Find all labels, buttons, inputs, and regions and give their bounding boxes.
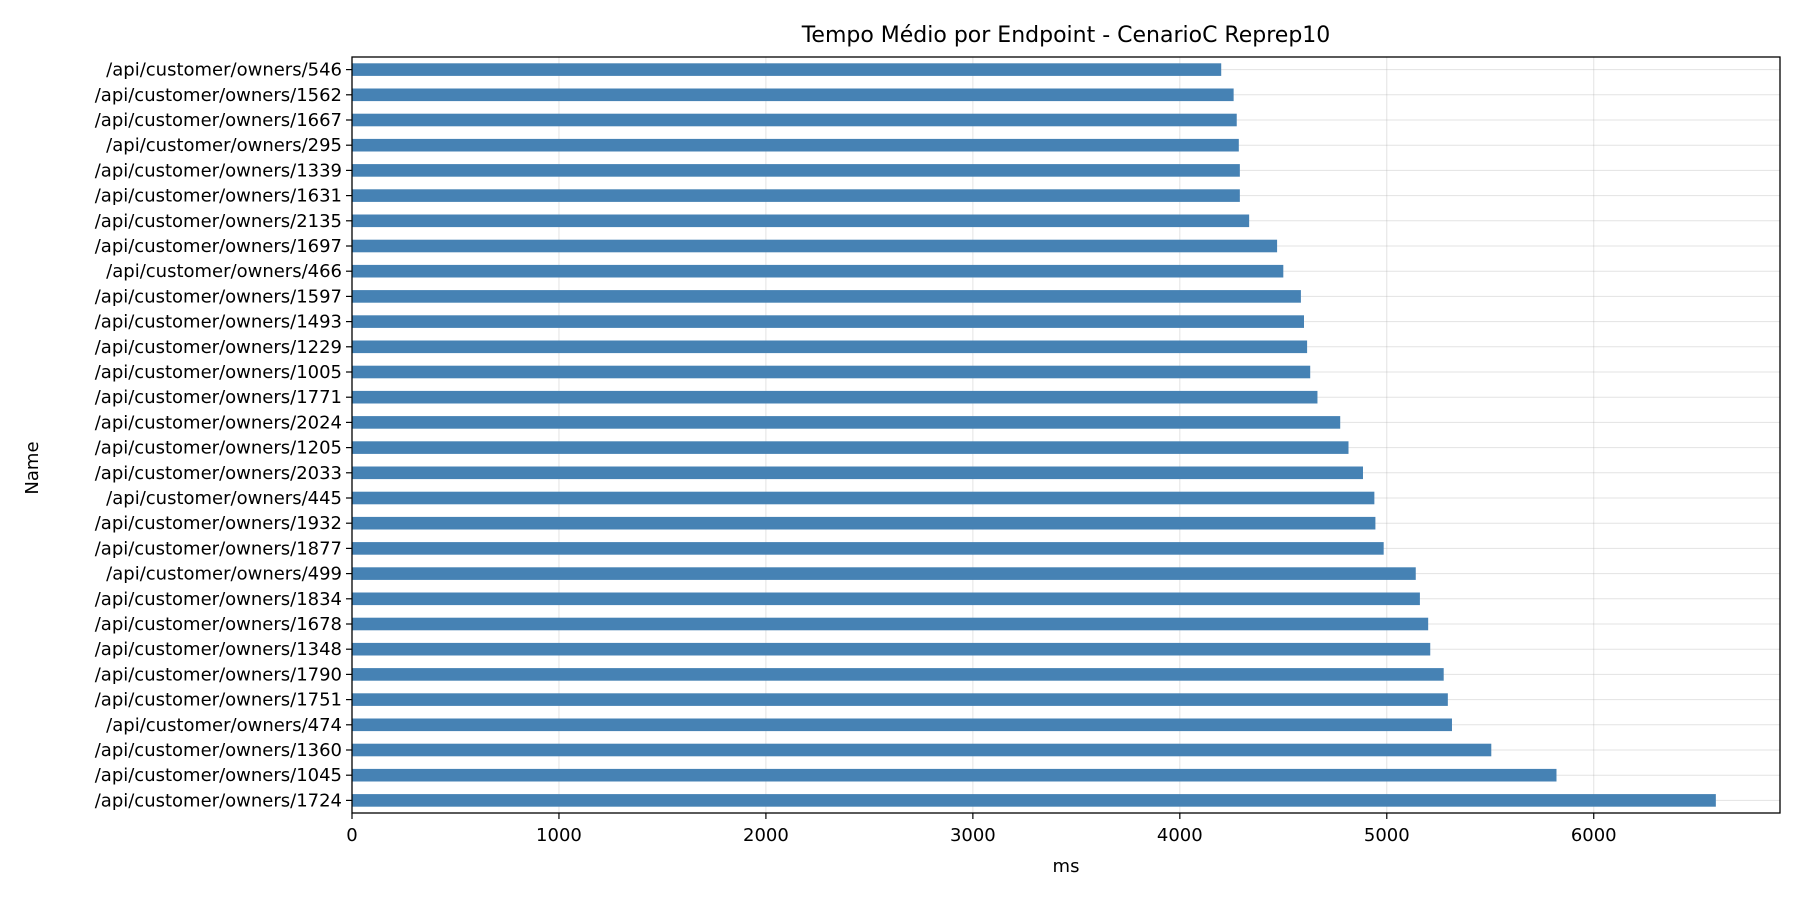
bar [352, 768, 1557, 782]
x-tick-label: 0 [346, 825, 357, 846]
bar [352, 88, 1234, 102]
chart-title: Tempo Médio por Endpoint - CenarioC Repr… [801, 23, 1331, 48]
bar [352, 365, 1311, 379]
y-tick-label: /api/customer/owners/1562 [95, 85, 342, 106]
x-tick-label: 6000 [1571, 825, 1617, 846]
bar [352, 794, 1716, 807]
x-tick-label: 2000 [743, 825, 789, 846]
y-tick-label: /api/customer/owners/2024 [95, 412, 342, 433]
y-tick-label: /api/customer/owners/1005 [95, 362, 342, 383]
bar [352, 239, 1278, 253]
bar [352, 290, 1301, 303]
y-tick-label: /api/customer/owners/1877 [95, 538, 342, 559]
y-tick-label: /api/customer/owners/2033 [95, 463, 342, 484]
x-tick-label: 5000 [1364, 825, 1410, 846]
bar [352, 113, 1237, 127]
plot-frame [351, 56, 1781, 814]
bar [352, 264, 1284, 278]
y-tick-label: /api/customer/owners/1678 [95, 614, 342, 635]
y-tick-label: /api/customer/owners/1360 [95, 740, 342, 761]
y-tick-label: /api/customer/owners/1751 [95, 690, 342, 711]
y-tick-label: /api/customer/owners/1045 [95, 765, 342, 786]
bar [352, 214, 1250, 228]
bar [352, 693, 1448, 706]
bar [352, 416, 1341, 429]
y-tick-label: /api/customer/owners/466 [106, 261, 342, 282]
y-tick-label: /api/customer/owners/1631 [95, 186, 342, 207]
y-tick-label: /api/customer/owners/1697 [95, 236, 342, 257]
bar [352, 668, 1444, 681]
y-tick-label: /api/customer/owners/1339 [95, 160, 342, 181]
bars [352, 63, 1716, 807]
bar [352, 189, 1240, 202]
y-tick-label: /api/customer/owners/295 [106, 135, 342, 156]
y-tick-label: /api/customer/owners/1834 [95, 589, 342, 610]
y-tick-label: /api/customer/owners/1229 [95, 337, 342, 358]
bar [352, 164, 1240, 177]
y-tick-label: /api/customer/owners/1205 [95, 438, 342, 459]
y-axis-ticks: /api/customer/owners/546/api/customer/ow… [95, 60, 352, 811]
bar [352, 743, 1492, 757]
bar [352, 340, 1308, 354]
y-tick-label: /api/customer/owners/1771 [95, 387, 342, 408]
y-tick-label: /api/customer/owners/499 [106, 564, 342, 585]
y-tick-label: /api/customer/owners/1790 [95, 664, 342, 685]
bar [352, 718, 1452, 732]
y-tick-label: /api/customer/owners/1348 [95, 639, 342, 660]
y-tick-label: /api/customer/owners/546 [106, 60, 342, 81]
y-tick-label: /api/customer/owners/474 [106, 715, 342, 736]
bar [352, 390, 1318, 404]
bar [352, 567, 1416, 580]
y-tick-label: /api/customer/owners/2135 [95, 211, 342, 232]
y-axis-label: Name [22, 441, 43, 494]
bar [352, 491, 1375, 505]
y-tick-label: /api/customer/owners/1493 [95, 312, 342, 333]
bar [352, 466, 1363, 480]
x-tick-label: 4000 [1157, 825, 1203, 846]
bar [352, 592, 1420, 606]
bar [352, 138, 1239, 152]
x-axis-label: ms [1053, 856, 1080, 877]
y-tick-label: /api/customer/owners/1724 [95, 790, 342, 811]
x-tick-label: 3000 [950, 825, 996, 846]
y-tick-label: /api/customer/owners/1597 [95, 286, 342, 307]
bar [352, 315, 1304, 328]
bar [352, 441, 1349, 454]
bar [352, 63, 1222, 76]
y-tick-label: /api/customer/owners/1932 [95, 513, 342, 534]
bar [352, 542, 1384, 555]
x-tick-label: 1000 [536, 825, 582, 846]
y-tick-label: /api/customer/owners/1667 [95, 110, 342, 131]
bar [352, 516, 1376, 530]
bar [352, 642, 1431, 656]
y-tick-label: /api/customer/owners/445 [106, 488, 342, 509]
bar [352, 617, 1429, 631]
x-axis-ticks: 0 1000 2000 3000 4000 5000 6000 [346, 813, 1617, 846]
